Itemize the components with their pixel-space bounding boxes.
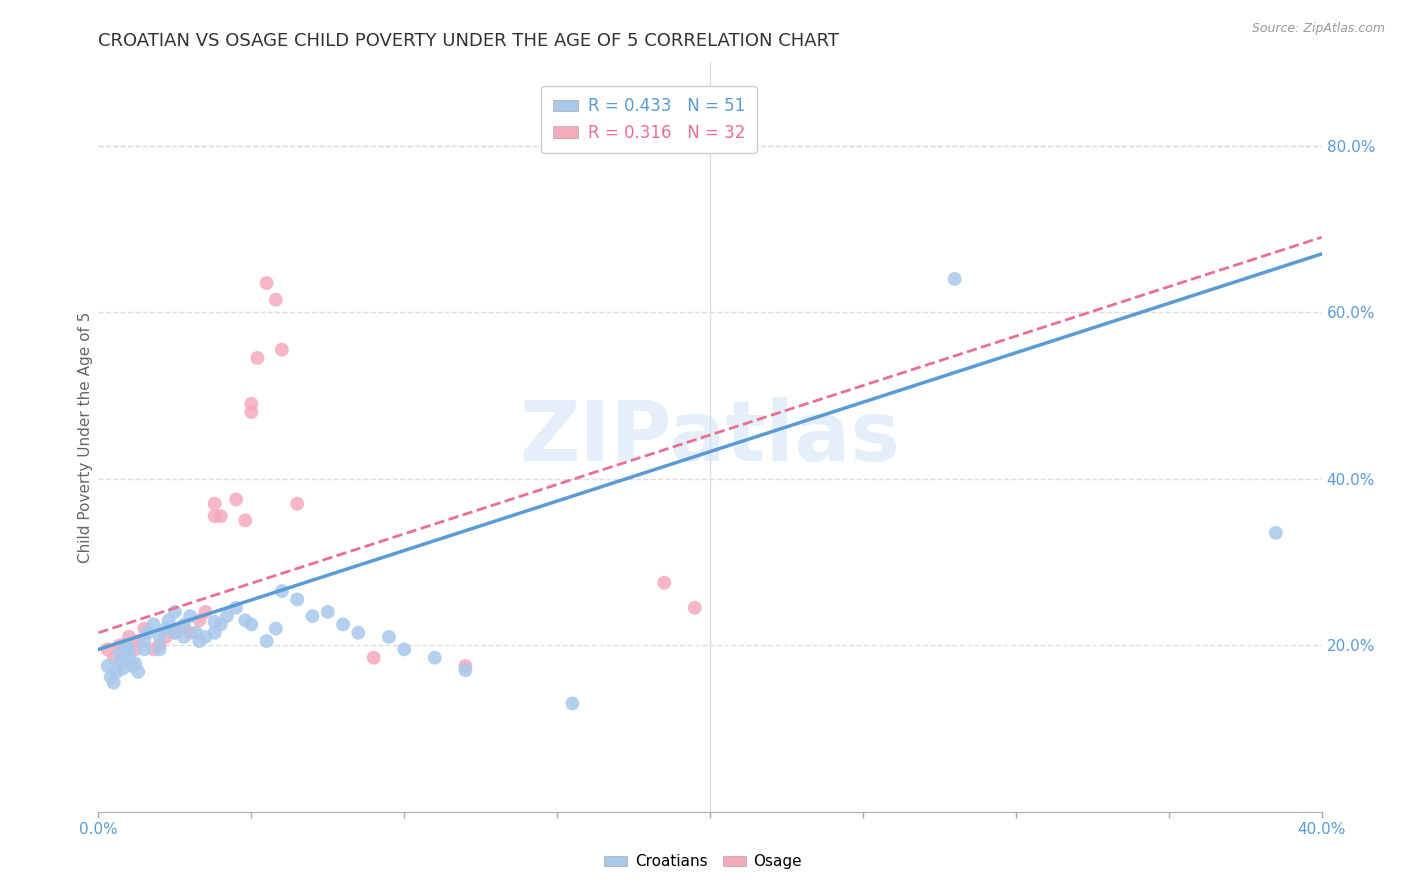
Point <box>118 642 141 657</box>
Point <box>233 513 256 527</box>
Point <box>240 397 263 411</box>
Point <box>1264 525 1286 540</box>
Legend: Croatians, Osage: Croatians, Osage <box>598 848 808 875</box>
Point <box>233 613 256 627</box>
Point <box>108 647 131 661</box>
Point <box>149 642 172 657</box>
Point <box>454 659 477 673</box>
Point <box>124 642 146 657</box>
Point <box>155 630 177 644</box>
Point <box>108 655 131 669</box>
Point <box>301 609 323 624</box>
Point <box>332 617 354 632</box>
Point <box>173 617 195 632</box>
Point <box>225 492 247 507</box>
Point <box>943 272 966 286</box>
Point <box>134 634 156 648</box>
Point <box>111 661 134 675</box>
Point <box>204 497 226 511</box>
Point <box>285 497 308 511</box>
Point <box>134 642 156 657</box>
Point <box>179 609 201 624</box>
Point <box>186 625 208 640</box>
Point <box>209 617 232 632</box>
Point <box>256 634 278 648</box>
Point <box>149 630 172 644</box>
Point <box>246 351 269 365</box>
Point <box>209 509 232 524</box>
Point <box>136 625 159 640</box>
Point <box>127 665 149 679</box>
Point <box>270 343 292 357</box>
Point <box>347 625 370 640</box>
Point <box>240 405 263 419</box>
Point <box>188 613 211 627</box>
Point <box>142 617 165 632</box>
Text: CROATIAN VS OSAGE CHILD POVERTY UNDER THE AGE OF 5 CORRELATION CHART: CROATIAN VS OSAGE CHILD POVERTY UNDER TH… <box>98 32 839 50</box>
Point <box>204 509 226 524</box>
Point <box>121 659 143 673</box>
Point <box>264 293 287 307</box>
Point <box>215 609 238 624</box>
Point <box>652 575 675 590</box>
Point <box>118 650 141 665</box>
Point <box>118 630 141 644</box>
Point <box>173 622 195 636</box>
Point <box>240 617 263 632</box>
Point <box>142 642 165 657</box>
Point <box>204 625 226 640</box>
Point <box>97 659 120 673</box>
Point <box>105 665 128 679</box>
Point <box>163 625 186 640</box>
Point <box>173 630 195 644</box>
Point <box>115 638 138 652</box>
Point <box>423 650 446 665</box>
Point <box>378 630 401 644</box>
Point <box>561 697 583 711</box>
Point <box>256 276 278 290</box>
Y-axis label: Child Poverty Under the Age of 5: Child Poverty Under the Age of 5 <box>77 311 93 563</box>
Legend: R = 0.433   N = 51, R = 0.316   N = 32: R = 0.433 N = 51, R = 0.316 N = 32 <box>541 86 756 153</box>
Text: ZIPatlas: ZIPatlas <box>520 397 900 477</box>
Point <box>100 670 122 684</box>
Point <box>225 600 247 615</box>
Point <box>188 634 211 648</box>
Point <box>163 625 186 640</box>
Point <box>155 622 177 636</box>
Point <box>363 650 385 665</box>
Point <box>264 622 287 636</box>
Point <box>163 605 186 619</box>
Point <box>392 642 416 657</box>
Point <box>97 642 120 657</box>
Point <box>683 600 706 615</box>
Point <box>157 613 180 627</box>
Point <box>124 657 146 671</box>
Point <box>316 605 339 619</box>
Point <box>103 675 125 690</box>
Point <box>454 663 477 677</box>
Point <box>179 625 201 640</box>
Point <box>270 584 292 599</box>
Point <box>111 647 134 661</box>
Point <box>194 630 217 644</box>
Text: Source: ZipAtlas.com: Source: ZipAtlas.com <box>1251 22 1385 36</box>
Point <box>103 650 125 665</box>
Point <box>285 592 308 607</box>
Point <box>149 638 172 652</box>
Point <box>134 622 156 636</box>
Point <box>108 638 131 652</box>
Point <box>194 605 217 619</box>
Point <box>204 615 226 629</box>
Point <box>127 634 149 648</box>
